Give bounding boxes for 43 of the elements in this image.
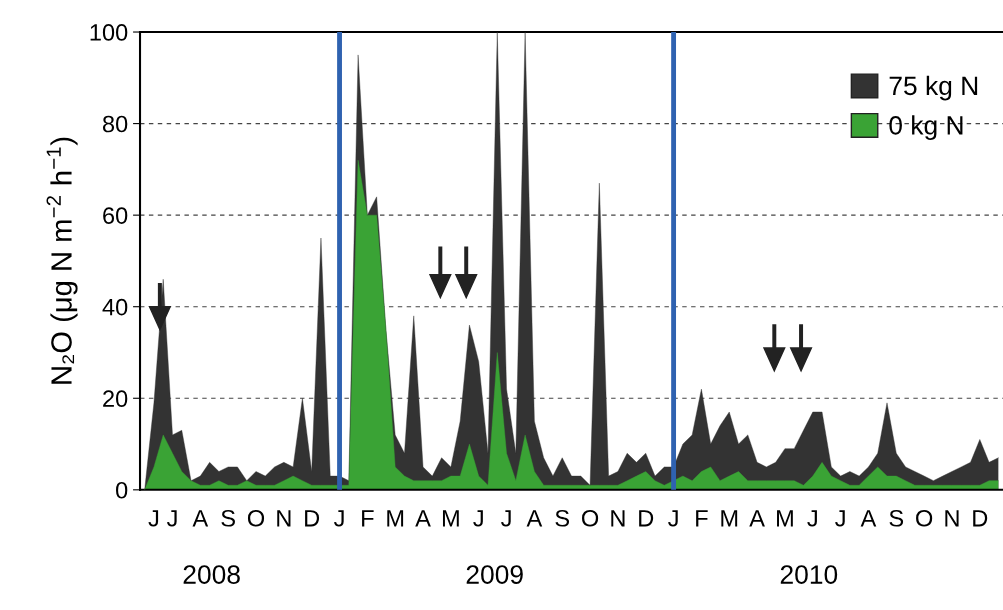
x-tick-label: J: [166, 510, 177, 527]
text: 2009: [466, 565, 523, 584]
x-tick-label: M: [721, 510, 738, 527]
y-tick-label: 0: [116, 481, 128, 499]
x-tick-label: J: [148, 510, 159, 527]
x-tick-label: F: [362, 510, 374, 527]
x-tick-label: J: [668, 510, 678, 527]
x-tick-label: O: [582, 509, 599, 527]
text: 2008: [183, 565, 240, 584]
x-tick-label: A: [749, 510, 765, 527]
x-tick-label: S: [221, 509, 235, 527]
x-tick-label: S: [555, 509, 570, 527]
x-tick-label: A: [415, 510, 431, 527]
y-tick-label: 80: [102, 115, 128, 133]
x-tick-label: N: [945, 510, 959, 527]
legend-label: 0 kg N: [889, 115, 963, 140]
x-tick-label: S: [889, 509, 904, 527]
x-tick-label: N: [611, 510, 625, 527]
x-tick-label: M: [387, 510, 404, 527]
x-tick-label: J: [807, 510, 817, 527]
x-tick-label: J: [835, 510, 845, 527]
x-tick-label: D: [305, 510, 320, 527]
y-tick-label: 60: [103, 207, 128, 224]
x-tick-label: M: [442, 510, 459, 527]
x-tick-label: O: [916, 509, 933, 527]
x-tick-label: J: [333, 510, 344, 527]
x-tick-label: D: [639, 510, 654, 527]
legend-label: 75 kg N: [889, 75, 978, 101]
y-tick-label: 20: [103, 390, 128, 408]
x-tick-label: J: [501, 510, 511, 527]
x-tick-label: J: [473, 510, 483, 527]
text: 2010: [780, 565, 838, 584]
x-tick-label: A: [192, 510, 209, 527]
x-tick-label: D: [973, 510, 988, 527]
x-tick-label: N: [277, 510, 291, 527]
x-tick-label: A: [526, 510, 543, 527]
y-axis-title: N₂O (μg N m$^{−2}$ h$^{−1}$): [46, 137, 78, 384]
y-tick-label: 100: [90, 24, 128, 41]
x-tick-label: O: [247, 509, 265, 527]
x-tick-label: F: [696, 510, 708, 527]
x-tick-label: A: [860, 510, 877, 527]
x-tick-label: M: [777, 510, 793, 527]
y-tick-label: 40: [102, 298, 128, 316]
